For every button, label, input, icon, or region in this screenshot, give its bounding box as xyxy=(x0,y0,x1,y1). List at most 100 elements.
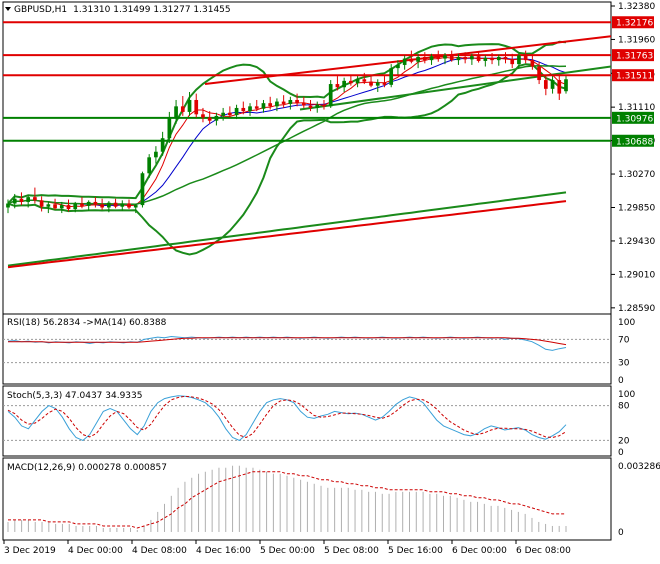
candle-body xyxy=(402,58,407,65)
candle-body xyxy=(564,79,568,92)
level-tag-3 xyxy=(612,111,654,124)
candle-body xyxy=(396,64,400,69)
price-tick-label: 1.29010 xyxy=(618,270,655,280)
level-tag-text-0: 1.32176 xyxy=(616,19,653,29)
level-tag-0 xyxy=(612,16,654,29)
macd-label: MACD(12,26,9) 0.000278 0.000857 xyxy=(7,463,167,473)
candle-body xyxy=(281,101,286,104)
candle-body xyxy=(201,114,205,118)
candle-body xyxy=(254,106,259,109)
candle-body xyxy=(308,105,313,108)
candle-body xyxy=(275,101,279,107)
candle-body xyxy=(241,107,246,112)
candle-body xyxy=(550,80,555,89)
time-tick-label: 5 Dec 08:00 xyxy=(324,546,379,556)
candle-body xyxy=(476,56,481,61)
candle-body xyxy=(416,56,420,62)
ma-slow-green xyxy=(7,191,567,267)
candle-body xyxy=(167,117,172,139)
candle-body xyxy=(449,55,454,61)
candle-body xyxy=(463,56,468,60)
price-panel-frame xyxy=(2,1,612,315)
candle-body xyxy=(53,204,57,209)
level-tag-text-2: 1.31511 xyxy=(616,72,653,82)
time-tick-label: 6 Dec 00:00 xyxy=(452,546,507,556)
candle-body xyxy=(261,103,266,109)
candle-body xyxy=(268,103,273,107)
price-tick-label: 1.31960 xyxy=(618,35,655,45)
candle-body xyxy=(154,151,158,158)
time-tick-label: 4 Dec 08:00 xyxy=(132,546,187,556)
candle-body xyxy=(456,56,461,61)
axis-tick-label: 80 xyxy=(618,402,630,412)
candle-body xyxy=(315,104,320,108)
trendline-support xyxy=(299,65,612,111)
candle-body xyxy=(39,200,44,207)
candle-body xyxy=(288,99,293,104)
candle-body xyxy=(228,112,232,116)
candle-body xyxy=(59,205,64,209)
candle-body xyxy=(342,80,346,88)
candle-body xyxy=(543,80,548,89)
candle-body xyxy=(6,203,10,208)
axis-tick-label: 100 xyxy=(618,390,635,400)
axis-tick-label: 20 xyxy=(618,436,630,446)
candle-body xyxy=(490,57,494,61)
axis-tick-label: 70 xyxy=(618,335,630,345)
price-tick-label: 1.32380 xyxy=(618,2,655,12)
candle-body xyxy=(557,80,562,94)
axis-tick-label: 0 xyxy=(618,376,624,386)
time-tick-label: 5 Dec 16:00 xyxy=(388,546,443,556)
candle-body xyxy=(127,203,131,208)
candle-body xyxy=(80,203,84,206)
price-tick-label: 1.31110 xyxy=(618,103,655,113)
price-tick-label: 1.28590 xyxy=(618,304,655,314)
candle-body xyxy=(174,106,178,118)
price-tick-label: 1.29430 xyxy=(618,237,655,247)
time-tick-label: 6 Dec 08:00 xyxy=(516,546,571,556)
axis-tick-label: 0 xyxy=(618,448,624,458)
candle-body xyxy=(530,60,535,67)
candle-body xyxy=(389,68,394,85)
candle-body xyxy=(26,197,31,202)
rsi-panel-frame xyxy=(2,313,612,385)
ma-mid-green xyxy=(7,65,567,205)
candle-body xyxy=(66,205,71,210)
candle-body xyxy=(349,80,353,84)
candle-body xyxy=(510,59,515,65)
axis-tick-label: 100 xyxy=(618,318,635,328)
candle-body xyxy=(523,55,528,61)
time-tick-label: 4 Dec 16:00 xyxy=(196,546,251,556)
dropdown-triangle-icon[interactable] xyxy=(5,7,11,11)
candle-body xyxy=(207,117,212,121)
candle-body xyxy=(234,107,239,116)
candle-body xyxy=(194,99,199,115)
candle-body xyxy=(12,198,17,204)
level-tag-1 xyxy=(612,49,654,62)
candle-body xyxy=(221,112,225,116)
ma-slow-red xyxy=(7,200,567,269)
candle-body xyxy=(409,58,414,62)
candle-body xyxy=(100,204,104,208)
symbol-header: GBPUSD,H1 1.31310 1.31499 1.31277 1.31455 xyxy=(14,5,231,15)
candle-body xyxy=(362,79,367,82)
candle-body xyxy=(436,56,441,59)
candle-body xyxy=(19,198,24,202)
candle-body xyxy=(375,82,380,86)
time-tick-label: 3 Dec 2019 xyxy=(4,546,56,556)
level-tag-text-3: 1.30976 xyxy=(616,114,653,124)
candle-body xyxy=(382,82,387,85)
candle-body xyxy=(295,99,299,104)
candle-body xyxy=(503,56,508,60)
macd-tick-label: 0 xyxy=(618,528,624,538)
time-tick-label: 4 Dec 00:00 xyxy=(68,546,123,556)
level-tag-4 xyxy=(612,134,654,147)
candle-body xyxy=(248,106,252,112)
candle-body xyxy=(422,56,427,61)
price-tick-label: 1.30270 xyxy=(618,170,655,180)
bollinger-lower xyxy=(7,63,567,256)
rsi-ma-line xyxy=(8,337,567,346)
candle-body xyxy=(33,197,37,201)
